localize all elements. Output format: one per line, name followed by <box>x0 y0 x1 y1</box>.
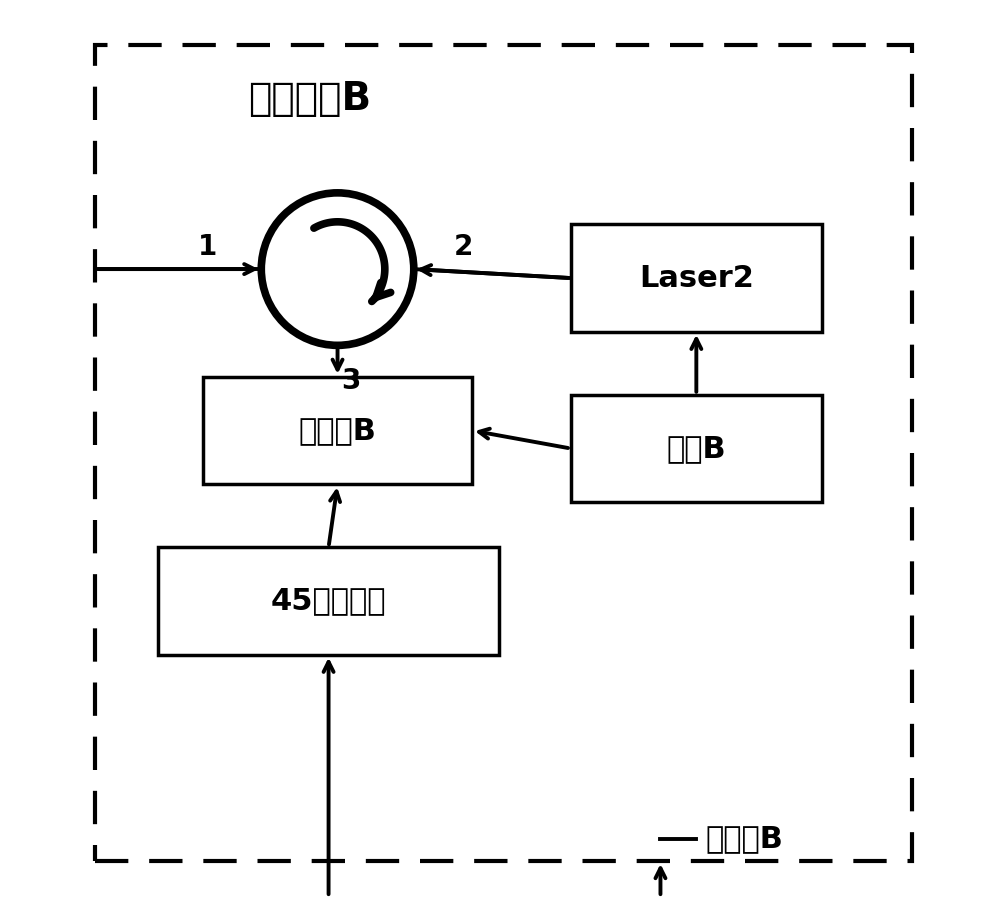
Text: 同步方B: 同步方B <box>706 824 783 853</box>
Text: 光环形器B: 光环形器B <box>248 80 371 118</box>
Bar <box>571 395 822 502</box>
Text: 时钟B: 时钟B <box>667 434 727 463</box>
Bar <box>571 224 822 332</box>
Text: 探测器B: 探测器B <box>298 416 376 445</box>
Text: 2: 2 <box>453 232 473 261</box>
Text: Laser2: Laser2 <box>639 264 753 292</box>
Text: 1: 1 <box>198 232 218 261</box>
Bar <box>158 547 499 655</box>
Text: 45度偏振片: 45度偏振片 <box>270 587 386 615</box>
Text: 3: 3 <box>341 367 360 396</box>
Bar <box>203 377 472 484</box>
